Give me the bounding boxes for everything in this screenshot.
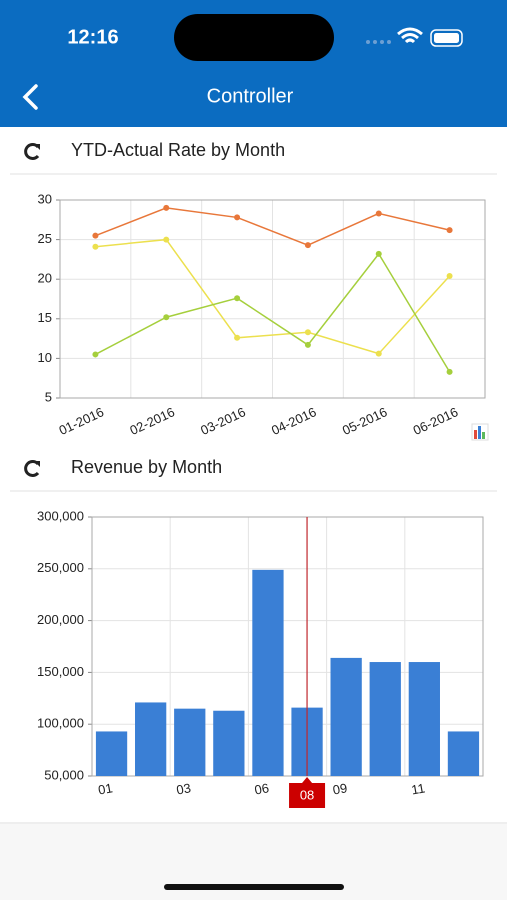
plot-frame xyxy=(59,199,486,399)
bar xyxy=(174,708,206,776)
x-tick-label: 04-2016 xyxy=(269,404,319,438)
point xyxy=(304,329,311,336)
back-button[interactable] xyxy=(22,84,38,110)
y-tick-label: 15 xyxy=(38,310,52,325)
point xyxy=(92,232,99,239)
status-time: 12:16 xyxy=(67,26,118,48)
bar xyxy=(213,710,245,776)
point xyxy=(234,214,241,221)
x-tick-label: 01-2016 xyxy=(57,404,107,438)
x-tick-label: 03 xyxy=(175,780,192,797)
refresh-icon[interactable] xyxy=(24,460,40,477)
refresh-arrow xyxy=(34,461,40,467)
y-tick-label: 30 xyxy=(38,191,52,206)
bar xyxy=(369,662,401,776)
point xyxy=(234,334,241,341)
line-series xyxy=(95,207,450,246)
bar xyxy=(95,731,128,776)
y-tick-label: 20 xyxy=(38,271,52,286)
refresh-icon[interactable] xyxy=(24,143,40,160)
x-tick-label: 03-2016 xyxy=(198,404,248,438)
bar xyxy=(135,702,167,776)
line-series xyxy=(95,252,451,373)
point xyxy=(234,295,241,302)
bar xyxy=(330,657,362,776)
point xyxy=(375,250,382,257)
point xyxy=(446,368,453,375)
x-tick-label: 06-2016 xyxy=(411,404,461,438)
selected-label-bg xyxy=(289,777,326,808)
y-tick-label: 50,000 xyxy=(44,767,84,782)
y-tick-label: 150,000 xyxy=(37,664,84,679)
point xyxy=(375,210,382,217)
point xyxy=(92,351,99,358)
refresh-arrow xyxy=(34,144,40,150)
battery-level xyxy=(434,33,459,43)
section-title: Revenue by Month xyxy=(71,457,222,477)
x-tick-label: 06 xyxy=(253,780,270,797)
x-tick-label: 09 xyxy=(332,780,349,797)
nav-title: Controller xyxy=(207,85,294,107)
point xyxy=(163,204,170,211)
x-tick-label: 05-2016 xyxy=(340,404,390,438)
point xyxy=(446,273,453,280)
point xyxy=(304,242,311,249)
point xyxy=(375,350,382,357)
bar xyxy=(447,731,480,776)
battery xyxy=(430,29,463,47)
point xyxy=(92,243,99,250)
home-indicator xyxy=(164,884,344,890)
y-tick-label: 200,000 xyxy=(37,612,84,627)
point xyxy=(304,341,311,348)
y-tick-label: 25 xyxy=(38,231,52,246)
x-tick-label: 02-2016 xyxy=(127,404,177,438)
point xyxy=(163,236,170,243)
selected-x-label: 08 xyxy=(300,787,314,802)
y-tick-label: 5 xyxy=(45,389,52,404)
y-tick-label: 10 xyxy=(38,350,52,365)
bar xyxy=(252,569,284,776)
signal xyxy=(366,40,391,44)
plot-frame xyxy=(91,516,484,777)
line-series xyxy=(95,238,451,355)
y-tick-label: 300,000 xyxy=(37,508,84,523)
y-tick-label: 100,000 xyxy=(37,716,84,731)
y-tick-label: 250,000 xyxy=(37,560,84,575)
dynamic-island xyxy=(174,14,334,61)
point xyxy=(446,227,453,234)
chart-icon[interactable] xyxy=(471,423,489,441)
section-title: YTD-Actual Rate by Month xyxy=(71,140,285,160)
x-tick-label: 11 xyxy=(410,780,426,797)
bar xyxy=(408,662,440,776)
x-tick-label: 01 xyxy=(97,780,114,797)
point xyxy=(163,314,170,321)
wifi-icon xyxy=(397,27,423,44)
